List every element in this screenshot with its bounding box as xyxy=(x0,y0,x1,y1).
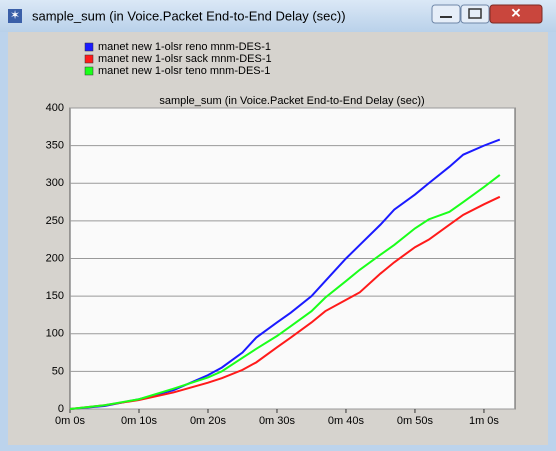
y-tick-label: 400 xyxy=(46,102,64,114)
chart-title: sample_sum (in Voice.Packet End-to-End D… xyxy=(159,95,424,107)
minimize-button[interactable] xyxy=(431,4,461,24)
data-line xyxy=(69,174,501,410)
y-tick-label: 150 xyxy=(46,290,64,302)
data-line xyxy=(69,195,501,410)
close-glyph: ✕ xyxy=(511,5,522,20)
x-tick-label: 0m 20s xyxy=(190,415,227,427)
x-tick-label: 0m 10s xyxy=(121,415,158,427)
legend-swatch xyxy=(84,42,94,52)
app-icon-glyph: ✶ xyxy=(10,8,20,22)
x-tick-label: 1m 0s xyxy=(469,415,499,427)
y-tick-label: 0 xyxy=(58,403,64,415)
window-title: sample_sum (in Voice.Packet End-to-End D… xyxy=(32,8,346,23)
x-tick-label: 0m 50s xyxy=(397,415,434,427)
legend-label: manet new 1-olsr sack mnm-DES-1 xyxy=(98,53,272,65)
y-tick-label: 300 xyxy=(46,177,64,189)
app-icon xyxy=(8,9,22,23)
close-button[interactable] xyxy=(489,4,543,24)
maximize-button[interactable] xyxy=(460,4,490,24)
maximize-glyph xyxy=(468,8,482,19)
y-tick-label: 50 xyxy=(52,365,64,377)
x-tick-label: 0m 40s xyxy=(328,415,365,427)
x-tick-label: 0m 0s xyxy=(55,415,85,427)
y-tick-label: 350 xyxy=(46,140,64,152)
legend-swatch xyxy=(84,54,94,64)
legend-label: manet new 1-olsr teno mnm-DES-1 xyxy=(98,65,270,77)
x-tick-label: 0m 30s xyxy=(259,415,296,427)
legend-swatch xyxy=(84,66,94,76)
legend-label: manet new 1-olsr reno mnm-DES-1 xyxy=(98,41,271,53)
y-tick-label: 200 xyxy=(46,252,64,264)
y-tick-label: 250 xyxy=(46,215,64,227)
y-tick-label: 100 xyxy=(46,328,64,340)
